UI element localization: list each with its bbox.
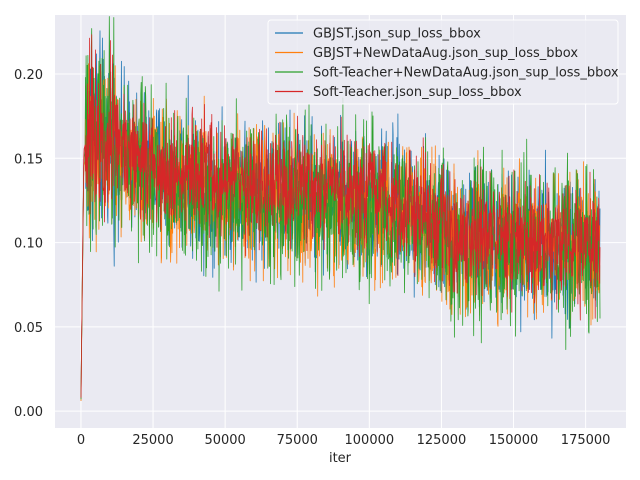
y-tick-label: 0.10 (14, 237, 43, 252)
x-tick-label: 100000 (345, 433, 395, 448)
x-tick-label: 175000 (561, 433, 611, 448)
x-tick-label: 50000 (204, 433, 245, 448)
x-axis-ticks: 0 25000 50000 75000 100000 125000 150000 175000 (77, 433, 611, 448)
legend: GBJST.json_sup_loss_bbox GBJST+NewDataAug… (267, 19, 619, 105)
legend-box (267, 19, 619, 105)
y-axis-ticks: 0.00 0.05 0.10 0.15 0.20 (14, 68, 43, 420)
x-tick-label: 25000 (132, 433, 173, 448)
series-line-4 (80, 34, 601, 398)
x-tick-label: 0 (77, 433, 85, 448)
legend-label: Soft-Teacher+NewDataAug.json_sup_loss_bb… (313, 66, 619, 81)
x-tick-label: 75000 (277, 433, 318, 448)
x-tick-label: 125000 (417, 433, 467, 448)
y-tick-label: 0.20 (14, 68, 43, 83)
legend-label: GBJST.json_sup_loss_bbox (313, 27, 481, 42)
legend-label: GBJST+NewDataAug.json_sup_loss_bbox (313, 46, 578, 61)
x-tick-label: 150000 (489, 433, 539, 448)
y-tick-label: 0.05 (14, 321, 43, 336)
y-tick-label: 0.15 (14, 152, 43, 167)
y-tick-label: 0.00 (14, 405, 43, 420)
legend-label: Soft-Teacher.json_sup_loss_bbox (313, 85, 522, 100)
x-axis-title: iter (329, 451, 352, 466)
series-layer (80, 16, 601, 402)
